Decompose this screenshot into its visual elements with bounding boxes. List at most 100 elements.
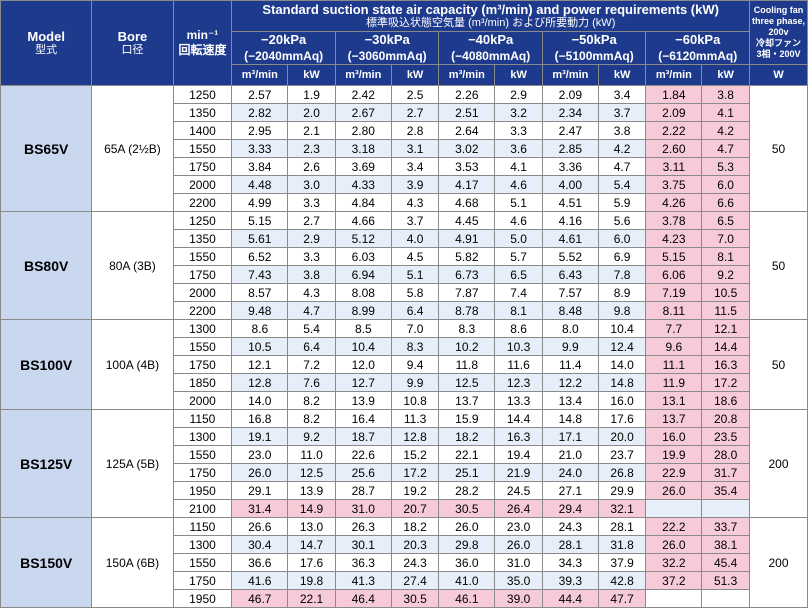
power-unit-header: kW [701, 64, 751, 86]
power-value: 21.9 [494, 463, 543, 482]
table-row: 1350 2.82 2.0 2.67 2.7 2.51 3.2 2.34 3.7 2.09 4.1 [1, 103, 808, 122]
power-value: 29.9 [597, 481, 647, 500]
power-value: 11.6 [494, 355, 543, 374]
power-value: 28.1 [597, 517, 647, 536]
rpm-value: 1150 [172, 409, 233, 428]
capacity-value: 7.43 [231, 265, 289, 284]
capacity-value: 9.48 [231, 301, 289, 320]
capacity-value: 2.42 [334, 85, 392, 104]
power-value: 2.0 [287, 103, 336, 122]
power-value: 2.7 [287, 211, 336, 230]
table-row: 1350 5.61 2.9 5.12 4.0 4.91 5.0 4.61 6.0 4.23 7.0 [1, 229, 808, 248]
power-value: 4.1 [494, 157, 543, 176]
capacity-value: 17.1 [541, 427, 599, 446]
rpm-value: 1550 [172, 337, 233, 356]
power-value: 14.9 [287, 499, 336, 518]
power-value: 39.0 [494, 589, 543, 608]
power-value: 23.7 [597, 445, 647, 464]
fan-power: 50 [749, 211, 808, 320]
pressure-header: −30kPa (−3060mmAq) [334, 31, 440, 65]
capacity-value: 4.17 [438, 175, 496, 194]
capacity-value: 46.7 [231, 589, 289, 608]
power-value: 17.2 [390, 463, 440, 482]
power-value: 8.9 [597, 283, 647, 302]
capacity-value: 26.6 [231, 517, 289, 536]
table-row: 1950 29.1 13.9 28.7 19.2 28.2 24.5 27.1 29.9 26.0… [1, 481, 808, 500]
bore-size: 100A (4B) [91, 319, 174, 410]
rpm-value: 1350 [172, 229, 233, 248]
power-value: 9.8 [597, 301, 647, 320]
capacity-value: 7.7 [645, 319, 703, 338]
rpm-value: 1300 [172, 535, 233, 554]
power-value: 5.6 [597, 211, 647, 230]
power-value: 7.2 [287, 355, 336, 374]
power-value: 3.9 [390, 175, 440, 194]
pressure-header: −40kPa (−4080mmAq) [438, 31, 543, 65]
capacity-value: 6.43 [541, 265, 599, 284]
power-value: 5.4 [597, 175, 647, 194]
capacity-value: 11.8 [438, 355, 496, 374]
capacity-value: 2.60 [645, 139, 703, 158]
rpm-value: 2000 [172, 175, 233, 194]
model-name: BS150V [0, 517, 93, 608]
capacity-value: 28.7 [334, 481, 392, 500]
capacity-value: 22.9 [645, 463, 703, 482]
capacity-value: 11.1 [645, 355, 703, 374]
capacity-value: 6.73 [438, 265, 496, 284]
rpm-value: 1950 [172, 589, 233, 608]
power-value: 2.1 [287, 121, 336, 140]
rpm-value: 2200 [172, 193, 233, 212]
capacity-value: 13.7 [645, 409, 703, 428]
capacity-value: 4.66 [334, 211, 392, 230]
capacity-value [645, 589, 703, 608]
power-value: 4.2 [701, 121, 751, 140]
capacity-value: 2.22 [645, 121, 703, 140]
capacity-value: 11.4 [541, 355, 599, 374]
capacity-value: 4.61 [541, 229, 599, 248]
power-value [701, 589, 751, 608]
capacity-value: 3.18 [334, 139, 392, 158]
capacity-value: 3.69 [334, 157, 392, 176]
pressure-header: −60kPa (−6120mmAq) [645, 31, 751, 65]
fan-power: 50 [749, 319, 808, 410]
fan-power: 200 [749, 409, 808, 518]
model-name: BS125V [0, 409, 93, 518]
rpm-value: 1250 [172, 85, 233, 104]
capacity-value: 7.87 [438, 283, 496, 302]
capacity-value: 4.00 [541, 175, 599, 194]
power-value: 5.1 [390, 265, 440, 284]
power-value: 3.0 [287, 175, 336, 194]
capacity-value: 26.0 [231, 463, 289, 482]
table-row: 1850 12.8 7.6 12.7 9.9 12.5 12.3 12.2 14.8 11.9 17… [1, 373, 808, 392]
capacity-value: 8.99 [334, 301, 392, 320]
power-value: 8.3 [390, 337, 440, 356]
capacity-value: 4.91 [438, 229, 496, 248]
capacity-value: 24.3 [541, 517, 599, 536]
capacity-value: 21.0 [541, 445, 599, 464]
power-value: 12.8 [390, 427, 440, 446]
capacity-value: 26.0 [645, 481, 703, 500]
power-unit-header: kW [287, 64, 336, 86]
capacity-value: 24.0 [541, 463, 599, 482]
table-row: 1550 10.5 6.4 10.4 8.3 10.2 10.3 9.9 12.4 9.6 14.4 [1, 337, 808, 356]
bore-header-en: Bore [117, 29, 148, 44]
capacity-value: 2.67 [334, 103, 392, 122]
capacity-value: 5.82 [438, 247, 496, 266]
capacity-unit-header: m³/min [438, 64, 496, 86]
power-value: 14.8 [597, 373, 647, 392]
power-value: 30.5 [390, 589, 440, 608]
capacity-value: 2.09 [541, 85, 599, 104]
rpm-value: 1550 [172, 139, 233, 158]
bore-size: 125A (5B) [91, 409, 174, 518]
power-value: 4.1 [701, 103, 751, 122]
fan-header-line: 冷却ファン [756, 38, 802, 48]
capacity-value: 12.1 [231, 355, 289, 374]
capacity-value: 37.2 [645, 571, 703, 590]
table-row: 2200 9.48 4.7 8.99 6.4 8.78 8.1 8.48 9.8 8.11 11.5 [1, 301, 808, 320]
power-value: 5.9 [597, 193, 647, 212]
capacity-value: 6.06 [645, 265, 703, 284]
rpm-value: 1550 [172, 553, 233, 572]
power-value: 26.0 [494, 535, 543, 554]
power-value: 8.6 [494, 319, 543, 338]
capacity-value: 6.94 [334, 265, 392, 284]
